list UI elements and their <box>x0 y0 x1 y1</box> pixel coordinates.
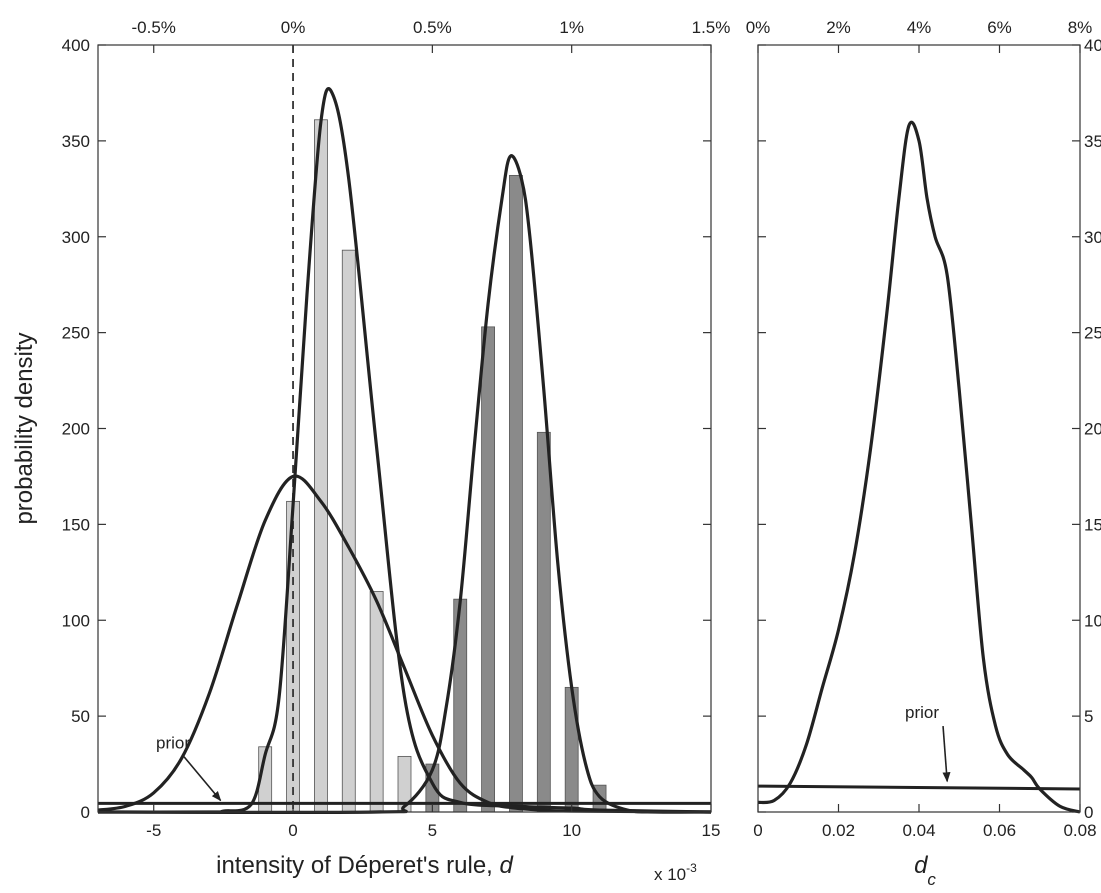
right-density-curve <box>757 120 1081 814</box>
y-tick-label: 20 <box>1084 420 1101 439</box>
right-prior-annotation: prior <box>905 703 939 722</box>
right-tick-labels: 0 5 10 15 20 25 30 35 40 0 0.02 0.04 0.06 0.08 0% 2% 4% 6… <box>746 18 1101 840</box>
x-axis-label: intensity of Déperet's rule, d <box>216 852 513 879</box>
x-tick-label: 0 <box>753 821 762 840</box>
y-tick-label: 300 <box>62 228 90 247</box>
x-tick-label: 0.04 <box>902 821 935 840</box>
y-tick-label: 350 <box>62 132 90 151</box>
right-tick-marks <box>757 44 1081 813</box>
density-curve <box>97 474 712 814</box>
y-tick-label: 200 <box>62 420 90 439</box>
y-tick-label: 30 <box>1084 228 1101 247</box>
histogram-bar <box>314 119 328 813</box>
x-axis-label-text: intensity of Déperet's rule, <box>216 852 499 879</box>
top-tick-label: 2% <box>826 18 851 37</box>
y-tick-label: 0 <box>81 803 90 822</box>
x-tick-label: 0.06 <box>983 821 1016 840</box>
left-tick-marks <box>98 44 712 813</box>
top-tick-label: 0% <box>281 18 306 37</box>
x-tick-label: 0 <box>288 821 297 840</box>
y-tick-label: 400 <box>62 36 90 55</box>
left-tick-labels: 0 50 100 150 200 250 300 350 400 -5 0 5 10 15 -0.5% 0% 0… <box>62 18 731 840</box>
top-tick-label: 0.5% <box>413 18 452 37</box>
y-tick-label: 5 <box>1084 707 1093 726</box>
y-tick-label: 35 <box>1084 132 1101 151</box>
y-tick-label: 50 <box>71 707 90 726</box>
histogram-bar <box>481 326 495 813</box>
right-axes-frame <box>757 44 1081 813</box>
right-x-axis-label-main: d <box>914 852 928 879</box>
x-axis-multiplier-base: x 10 <box>654 865 686 884</box>
x-tick-label: 5 <box>428 821 437 840</box>
top-tick-label: 6% <box>987 18 1012 37</box>
histogram-bar <box>536 431 551 813</box>
y-tick-label: 0 <box>1084 803 1093 822</box>
y-tick-label: 10 <box>1084 611 1101 630</box>
y-tick-label: 15 <box>1084 515 1101 534</box>
histogram-bar <box>369 591 384 813</box>
top-tick-label: 1.5% <box>692 18 731 37</box>
top-tick-label: -0.5% <box>132 18 176 37</box>
y-tick-label: 250 <box>62 324 90 343</box>
histogram-bar <box>509 174 523 813</box>
left-density-curves <box>97 87 712 815</box>
histogram-bar <box>341 249 356 813</box>
x-axis-multiplier-exponent: -3 <box>686 861 697 875</box>
right-panel: 0 5 10 15 20 25 30 35 40 0 0.02 0.04 0.06 0.08 0% 2% 4% 6… <box>746 18 1101 889</box>
x-axis-label-variable: d <box>500 852 514 879</box>
density-curve <box>97 154 712 815</box>
left-bars <box>258 119 607 813</box>
top-tick-label: 1% <box>559 18 584 37</box>
right-prior-arrow <box>942 725 951 783</box>
y-tick-label: 40 <box>1084 36 1101 55</box>
y-tick-label: 100 <box>62 611 90 630</box>
x-axis-multiplier: x 10-3 <box>654 861 697 884</box>
right-x-axis-label: dc <box>914 852 936 889</box>
plot-border <box>757 44 1081 813</box>
right-prior-line <box>757 784 1081 791</box>
x-tick-label: 0.08 <box>1063 821 1096 840</box>
density-curve <box>757 120 1081 814</box>
x-tick-label: 10 <box>562 821 581 840</box>
top-tick-label: 4% <box>907 18 932 37</box>
density-curve <box>97 87 712 814</box>
top-tick-label: 0% <box>746 18 771 37</box>
x-tick-label: 15 <box>702 821 721 840</box>
y-axis-label: probability density <box>11 332 38 524</box>
left-prior-annotation: prior <box>156 734 190 753</box>
x-tick-label: 0.02 <box>822 821 855 840</box>
left-panel: 0 50 100 150 200 250 300 350 400 -5 0 5 10 15 -0.5% 0% 0… <box>11 18 730 884</box>
y-tick-label: 150 <box>62 515 90 534</box>
x-tick-label: -5 <box>146 821 161 840</box>
y-tick-label: 25 <box>1084 324 1101 343</box>
right-x-axis-label-subscript: c <box>927 870 936 889</box>
top-tick-label: 8% <box>1068 18 1093 37</box>
left-prior-arrow <box>183 756 222 802</box>
histogram-bar <box>564 686 579 813</box>
